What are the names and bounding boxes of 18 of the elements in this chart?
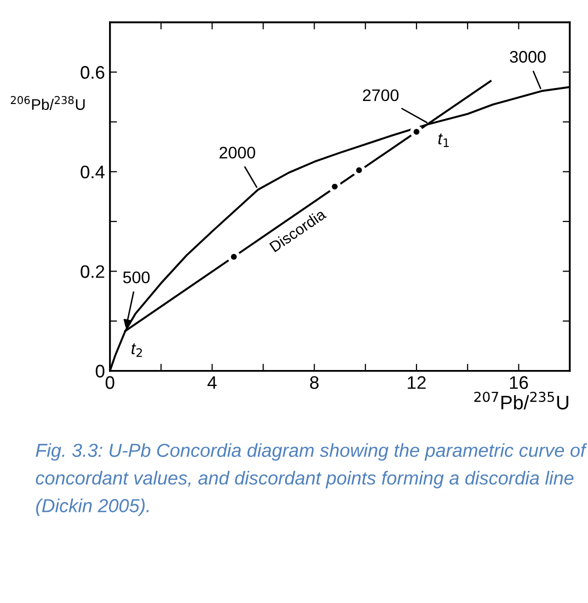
x-tick-label: 8 [310,376,319,389]
x-tick-label: 12 [408,376,426,389]
y-tick-label: 0.4 [80,166,105,178]
annotation: 2700 [362,89,399,102]
x-tick-label: 0 [106,376,114,389]
x-tick-label: 4 [208,376,217,389]
annotation: 500 [123,271,150,284]
y-tick-label: 0.6 [80,66,104,79]
y-tick-label: 0.2 [80,265,104,278]
x-axis-title: $^{207}$Pb/$^{235}$U [474,392,568,410]
y-axis-title: $^{206}$Pb/$^{238}$U [10,96,85,110]
y-tick-label: 0 [96,364,104,378]
annotation: 3000 [510,50,546,63]
annotation: t$_{2}$ [132,343,142,357]
caption: Fig. 3.3: U-Pb Concordia diagram showing the parametric curve of concordant values, and discordant points forming a discordia line (Dickin 2005). [36,443,588,516]
x-tick-label: 16 [510,376,528,389]
annotation: t$_{1}$ [438,133,449,147]
annotation: 2000 [220,146,256,159]
